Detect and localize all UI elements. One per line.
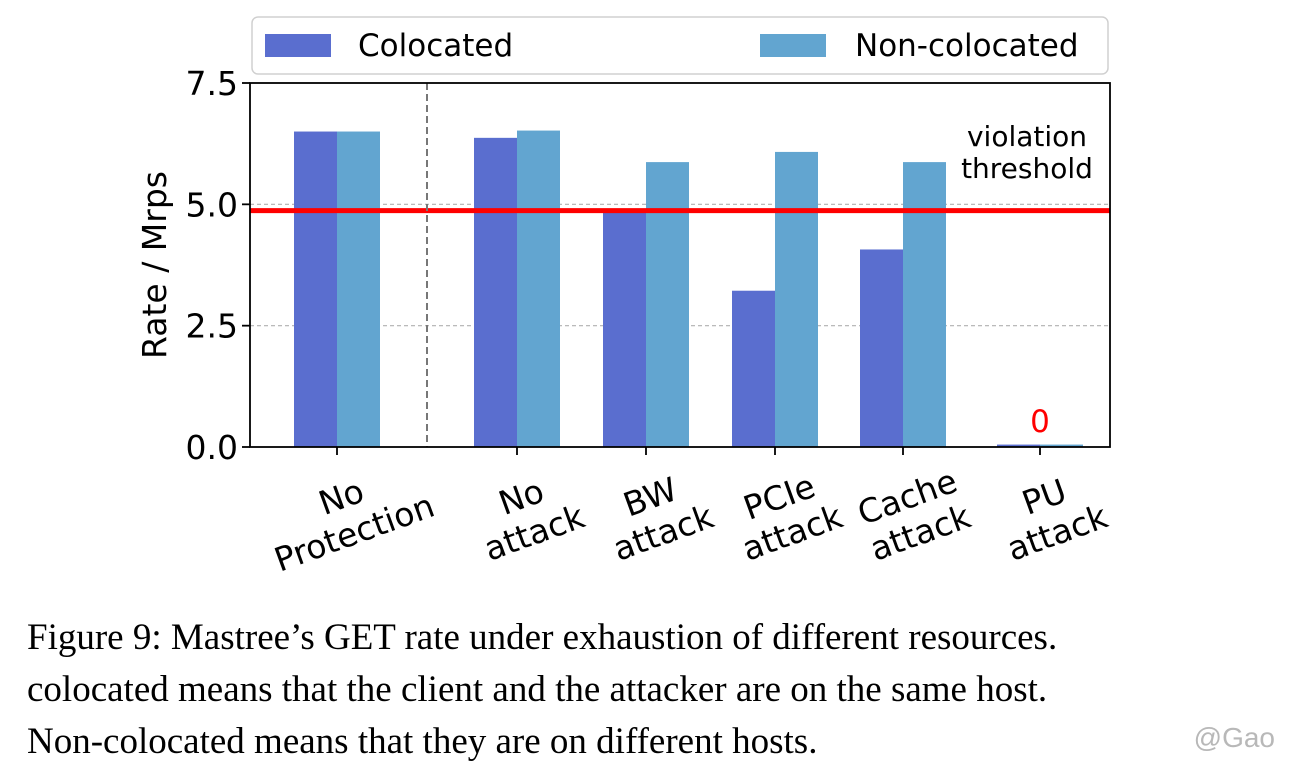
bar-non-colocated-3: [775, 151, 818, 447]
caption-line-2: colocated means that the client and the …: [27, 669, 1048, 710]
threshold-label-line: threshold: [961, 152, 1093, 185]
bar-non-colocated-2: [646, 162, 689, 448]
caption-line-3: Non-colocated means that they are on dif…: [27, 721, 818, 762]
y-tick-label: 2.5: [186, 307, 238, 346]
bar-non-colocated-0: [337, 131, 380, 448]
legend-swatch: [760, 34, 826, 57]
axes: [242, 82, 1111, 455]
legend: Colocated Non-colocated: [251, 16, 1109, 75]
bar-colocated-3: [732, 290, 775, 447]
bar-colocated-1: [474, 137, 517, 448]
legend-box: [251, 16, 1109, 75]
legend-swatch: [265, 34, 331, 57]
bar-colocated-2: [603, 211, 646, 447]
y-tick-label: 5.0: [186, 185, 238, 224]
threshold-label: violation threshold: [961, 120, 1093, 185]
bar-non-colocated-1: [517, 130, 560, 447]
plot-frame: [249, 82, 1111, 448]
caption-line-1: Figure 9: Mastree’s GET rate under exhau…: [27, 617, 1058, 658]
bar-non-colocated-5: [1040, 444, 1083, 447]
legend-label: Colocated: [358, 28, 513, 64]
y-tick-label: 7.5: [186, 64, 238, 103]
watermark: @Gao: [1193, 722, 1275, 753]
y-tick-label: 0.0: [186, 428, 238, 467]
bar-colocated-4: [860, 249, 903, 447]
bar-chart: violation threshold 0 0.0 2.5 5.0 7.5 NoProtect…: [135, 16, 1114, 580]
y-axis-label: Rate / Mrps: [135, 171, 174, 359]
figure-caption: Figure 9: Mastree’s GET rate under exhau…: [27, 612, 1307, 768]
bar-colocated-5: [997, 444, 1040, 447]
value-annotation: 0: [1030, 404, 1050, 440]
threshold-label-line: violation: [967, 120, 1087, 153]
bar-colocated-0: [294, 131, 337, 448]
bar-non-colocated-4: [903, 162, 946, 448]
legend-label: Non-colocated: [855, 28, 1079, 64]
